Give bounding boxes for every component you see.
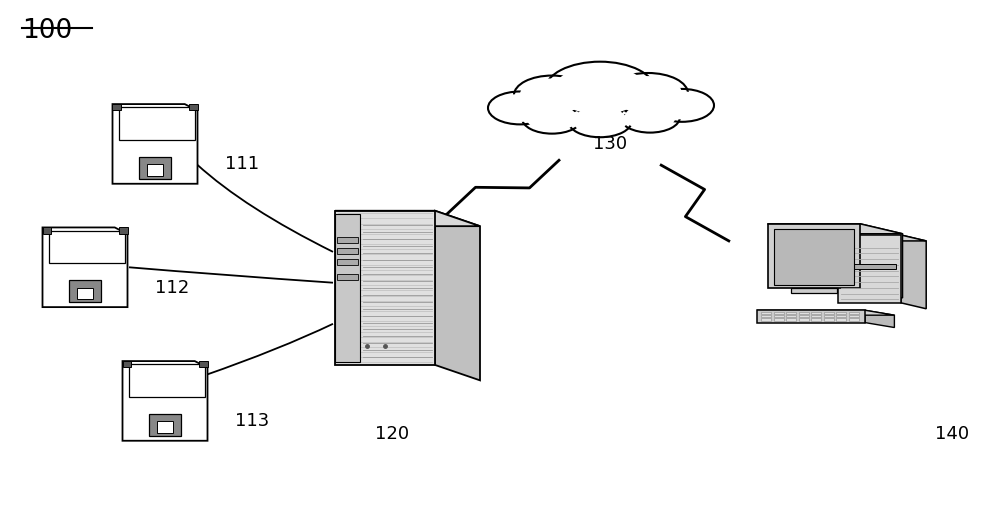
Polygon shape bbox=[799, 318, 809, 321]
Polygon shape bbox=[761, 315, 771, 318]
Polygon shape bbox=[189, 104, 198, 111]
Text: 140: 140 bbox=[935, 425, 969, 444]
Polygon shape bbox=[774, 315, 784, 318]
Polygon shape bbox=[824, 311, 834, 314]
Circle shape bbox=[493, 94, 547, 122]
Polygon shape bbox=[865, 310, 894, 327]
Polygon shape bbox=[838, 235, 926, 241]
Polygon shape bbox=[824, 315, 834, 318]
Circle shape bbox=[614, 76, 682, 111]
Text: 112: 112 bbox=[155, 279, 189, 297]
Polygon shape bbox=[122, 361, 208, 440]
Polygon shape bbox=[77, 288, 93, 299]
Polygon shape bbox=[49, 231, 125, 263]
Polygon shape bbox=[799, 315, 809, 318]
Circle shape bbox=[650, 89, 714, 122]
Polygon shape bbox=[119, 227, 128, 234]
Polygon shape bbox=[157, 421, 173, 433]
Polygon shape bbox=[335, 214, 360, 362]
Polygon shape bbox=[786, 315, 796, 318]
Polygon shape bbox=[774, 311, 784, 314]
Polygon shape bbox=[337, 237, 358, 243]
Polygon shape bbox=[69, 280, 101, 302]
Polygon shape bbox=[761, 318, 771, 321]
Polygon shape bbox=[836, 315, 846, 318]
Polygon shape bbox=[824, 318, 834, 321]
Polygon shape bbox=[786, 318, 796, 321]
Circle shape bbox=[514, 76, 590, 115]
Circle shape bbox=[624, 104, 676, 130]
Text: 113: 113 bbox=[235, 412, 269, 431]
Polygon shape bbox=[335, 211, 435, 365]
Text: 100: 100 bbox=[22, 18, 72, 44]
Polygon shape bbox=[843, 264, 896, 269]
Polygon shape bbox=[836, 318, 846, 321]
Polygon shape bbox=[761, 311, 771, 314]
Polygon shape bbox=[42, 227, 51, 234]
Polygon shape bbox=[774, 229, 854, 285]
Circle shape bbox=[573, 107, 627, 135]
Polygon shape bbox=[112, 104, 121, 111]
Circle shape bbox=[488, 91, 552, 124]
Polygon shape bbox=[768, 224, 860, 288]
Polygon shape bbox=[42, 227, 128, 307]
Polygon shape bbox=[122, 361, 131, 368]
Polygon shape bbox=[901, 235, 926, 309]
Polygon shape bbox=[757, 310, 894, 315]
Polygon shape bbox=[757, 310, 865, 323]
Polygon shape bbox=[335, 211, 480, 226]
Polygon shape bbox=[337, 274, 358, 280]
Text: 111: 111 bbox=[225, 155, 259, 174]
Polygon shape bbox=[811, 315, 821, 318]
Polygon shape bbox=[199, 361, 208, 368]
Circle shape bbox=[608, 73, 688, 114]
Polygon shape bbox=[849, 318, 859, 321]
Polygon shape bbox=[799, 311, 809, 314]
Polygon shape bbox=[149, 414, 181, 436]
Polygon shape bbox=[838, 235, 901, 303]
Circle shape bbox=[545, 62, 655, 118]
Polygon shape bbox=[768, 224, 902, 234]
Circle shape bbox=[553, 66, 647, 114]
Polygon shape bbox=[774, 318, 784, 321]
Polygon shape bbox=[791, 288, 837, 293]
Polygon shape bbox=[786, 311, 796, 314]
Circle shape bbox=[526, 105, 577, 131]
Polygon shape bbox=[811, 318, 821, 321]
Text: 120: 120 bbox=[375, 425, 409, 444]
Polygon shape bbox=[836, 311, 846, 314]
Polygon shape bbox=[811, 311, 821, 314]
Polygon shape bbox=[139, 157, 171, 179]
Polygon shape bbox=[119, 107, 195, 140]
Polygon shape bbox=[860, 224, 902, 298]
Polygon shape bbox=[112, 104, 198, 183]
Polygon shape bbox=[147, 164, 163, 176]
Polygon shape bbox=[435, 211, 480, 380]
Polygon shape bbox=[129, 364, 205, 397]
Circle shape bbox=[568, 104, 632, 137]
Circle shape bbox=[620, 102, 680, 133]
Polygon shape bbox=[849, 311, 859, 314]
Polygon shape bbox=[337, 259, 358, 265]
Polygon shape bbox=[337, 248, 358, 254]
Circle shape bbox=[522, 103, 582, 134]
Text: 130: 130 bbox=[593, 135, 627, 153]
Circle shape bbox=[655, 91, 709, 119]
Circle shape bbox=[520, 79, 584, 112]
Polygon shape bbox=[849, 315, 859, 318]
